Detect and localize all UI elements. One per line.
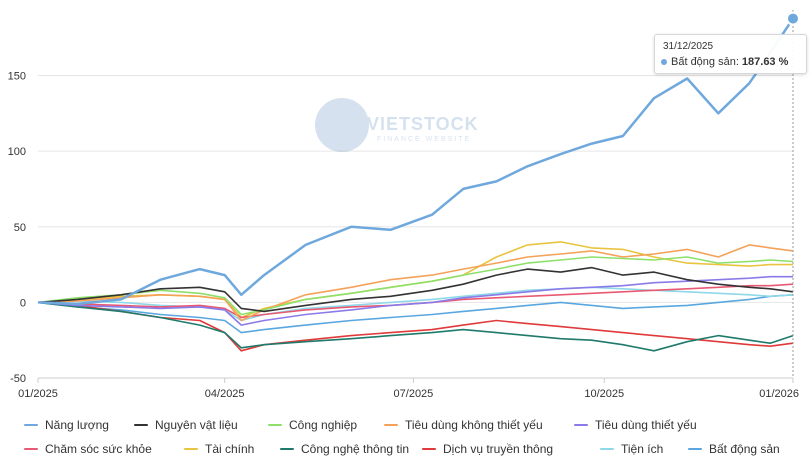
series-line <box>37 301 794 352</box>
tooltip: 31/12/2025 Bất động sản: 187.63 % <box>654 34 807 74</box>
legend-label: Bất động sản <box>709 442 780 456</box>
legend-item[interactable]: Năng lượng <box>24 418 109 432</box>
legend-swatch <box>184 448 198 450</box>
x-tick-label: 01/2026 <box>759 388 799 400</box>
legend-label: Năng lượng <box>45 418 109 432</box>
legend-swatch <box>280 448 294 450</box>
tooltip-dot-icon <box>661 59 667 65</box>
series-line <box>37 244 794 322</box>
y-axis-ticks: -50 0 50 100 150 <box>8 71 26 386</box>
legend-label: Tiêu dùng không thiết yếu <box>405 418 543 432</box>
y-tick-label: 150 <box>8 71 26 83</box>
legend-label: Nguyên vật liệu <box>155 418 238 432</box>
legend-swatch <box>688 448 702 450</box>
tooltip-date: 31/12/2025 <box>663 41 714 52</box>
series-lines <box>37 17 795 352</box>
legend-item[interactable]: Tiêu dùng không thiết yếu <box>384 418 543 432</box>
series-line <box>37 256 794 316</box>
legend-item[interactable]: Bất động sản <box>688 442 780 456</box>
x-tick-label: 10/2025 <box>584 388 624 400</box>
tooltip-row: Bất động sản: 187.63 % <box>661 56 788 68</box>
series-line <box>37 301 794 352</box>
tooltip-value: 187.63 % <box>741 56 789 68</box>
legend-swatch <box>268 424 282 426</box>
line-chart: -50 0 50 100 150 01/2025 04/2025 07/2025 10/202… <box>8 10 800 400</box>
x-tick-label: 07/2025 <box>394 388 434 400</box>
series-line <box>37 266 794 313</box>
legend-swatch <box>24 448 38 450</box>
x-tick-label: 01/2025 <box>18 388 58 400</box>
legend-item[interactable]: Dịch vụ truyền thông <box>422 442 553 456</box>
hover-marker <box>786 11 800 26</box>
y-tick-label: 0 <box>20 297 26 309</box>
legend-swatch <box>134 424 148 426</box>
tooltip-series: Bất động sản <box>671 56 736 68</box>
legend-swatch <box>600 448 614 450</box>
y-tick-label: 50 <box>14 222 26 234</box>
legend-swatch <box>574 424 588 426</box>
legend-item[interactable]: Tài chính <box>184 442 254 456</box>
legend-item[interactable]: Nguyên vật liệu <box>134 418 238 432</box>
series-line <box>37 294 794 334</box>
legend-swatch <box>24 424 38 426</box>
x-tick-label: 04/2025 <box>205 388 245 400</box>
legend-item[interactable]: Tiện ích <box>600 442 663 456</box>
legend-label: Dịch vụ truyền thông <box>443 442 554 456</box>
legend-item[interactable]: Công nghiệp <box>268 418 357 432</box>
legend-swatch <box>422 448 436 450</box>
legend-item[interactable]: Tiêu dùng thiết yếu <box>574 418 697 432</box>
grid-lines <box>38 75 793 379</box>
legend-label: Công nghệ thông tin <box>301 442 410 456</box>
legend: Năng lượng Nguyên vật liệu Công nghiệp Tiêu… <box>0 418 811 468</box>
legend-swatch <box>384 424 398 426</box>
legend-item[interactable]: Chăm sóc sức khỏe <box>24 442 152 456</box>
legend-item[interactable]: Công nghệ thông tin <box>280 442 409 456</box>
legend-label: Chăm sóc sức khỏe <box>45 442 152 456</box>
legend-label: Tiện ích <box>621 442 664 456</box>
y-tick-label: -50 <box>10 373 26 385</box>
legend-label: Tài chính <box>205 442 255 456</box>
legend-label: Công nghiệp <box>289 418 358 432</box>
legend-label: Tiêu dùng thiết yếu <box>595 418 697 432</box>
y-tick-label: 100 <box>8 146 26 158</box>
x-axis-ticks: 01/2025 04/2025 07/2025 10/2025 01/2026 <box>18 378 799 400</box>
series-line <box>37 17 795 306</box>
